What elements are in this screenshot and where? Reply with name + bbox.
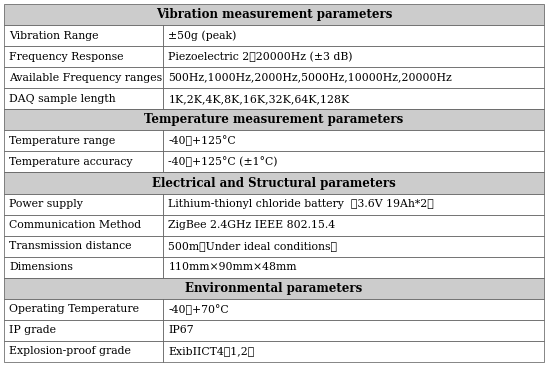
Text: Temperature measurement parameters: Temperature measurement parameters <box>144 113 404 126</box>
Text: Lithium-thionyl chloride battery  （3.6V 19Ah*2）: Lithium-thionyl chloride battery （3.6V 1… <box>168 199 434 209</box>
Bar <box>163 67 544 88</box>
Bar <box>4 88 163 109</box>
Bar <box>163 299 544 320</box>
Bar <box>4 152 163 172</box>
Bar <box>163 25 544 46</box>
Bar <box>4 46 163 67</box>
Text: Piezoelectric 2～20000Hz (±3 dB): Piezoelectric 2～20000Hz (±3 dB) <box>168 51 353 62</box>
Bar <box>4 130 163 152</box>
Text: ZigBee 2.4GHz IEEE 802.15.4: ZigBee 2.4GHz IEEE 802.15.4 <box>168 220 335 230</box>
Text: -40～+125°C (±1°C): -40～+125°C (±1°C) <box>168 157 278 167</box>
Bar <box>163 341 544 362</box>
Bar <box>163 320 544 341</box>
Text: -40～+125°C: -40～+125°C <box>168 135 236 146</box>
Bar <box>4 278 544 299</box>
Text: Vibration Range: Vibration Range <box>9 31 99 41</box>
Text: Dimensions: Dimensions <box>9 262 73 272</box>
Text: 500Hz,1000Hz,2000Hz,5000Hz,10000Hz,20000Hz: 500Hz,1000Hz,2000Hz,5000Hz,10000Hz,20000… <box>168 73 452 83</box>
Text: 110mm×90mm×48mm: 110mm×90mm×48mm <box>168 262 297 272</box>
Bar <box>163 46 544 67</box>
Bar <box>163 236 544 257</box>
Bar <box>4 194 163 214</box>
Text: ±50g (peak): ±50g (peak) <box>168 30 237 41</box>
Text: Environmental parameters: Environmental parameters <box>185 282 363 295</box>
Bar <box>4 214 163 236</box>
Text: Transmission distance: Transmission distance <box>9 241 132 251</box>
Text: ExibIICT4（1,2）: ExibIICT4（1,2） <box>168 347 255 356</box>
Bar <box>4 299 163 320</box>
Bar <box>163 257 544 278</box>
Text: 500m（Under ideal conditions）: 500m（Under ideal conditions） <box>168 241 338 251</box>
Bar <box>163 152 544 172</box>
Text: Explosion-proof grade: Explosion-proof grade <box>9 347 131 356</box>
Bar <box>4 341 163 362</box>
Text: IP67: IP67 <box>168 325 194 335</box>
Bar <box>4 320 163 341</box>
Bar <box>163 88 544 109</box>
Bar <box>4 4 544 25</box>
Bar <box>4 236 163 257</box>
Text: Electrical and Structural parameters: Electrical and Structural parameters <box>152 176 396 190</box>
Text: Communication Method: Communication Method <box>9 220 141 230</box>
Text: Frequency Response: Frequency Response <box>9 52 123 61</box>
Bar <box>163 130 544 152</box>
Bar <box>163 214 544 236</box>
Text: -40～+70°C: -40～+70°C <box>168 304 229 315</box>
Bar <box>4 25 163 46</box>
Text: Temperature range: Temperature range <box>9 136 115 146</box>
Bar <box>4 67 163 88</box>
Bar <box>4 257 163 278</box>
Bar <box>163 194 544 214</box>
Text: 1K,2K,4K,8K,16K,32K,64K,128K: 1K,2K,4K,8K,16K,32K,64K,128K <box>168 94 350 104</box>
Text: Available Frequency ranges: Available Frequency ranges <box>9 73 162 83</box>
Text: Temperature accuracy: Temperature accuracy <box>9 157 133 167</box>
Text: IP grade: IP grade <box>9 325 56 335</box>
Bar <box>4 172 544 194</box>
Text: Vibration measurement parameters: Vibration measurement parameters <box>156 8 392 21</box>
Text: DAQ sample length: DAQ sample length <box>9 94 116 104</box>
Text: Operating Temperature: Operating Temperature <box>9 305 139 314</box>
Text: Power supply: Power supply <box>9 199 83 209</box>
Bar <box>4 109 544 130</box>
